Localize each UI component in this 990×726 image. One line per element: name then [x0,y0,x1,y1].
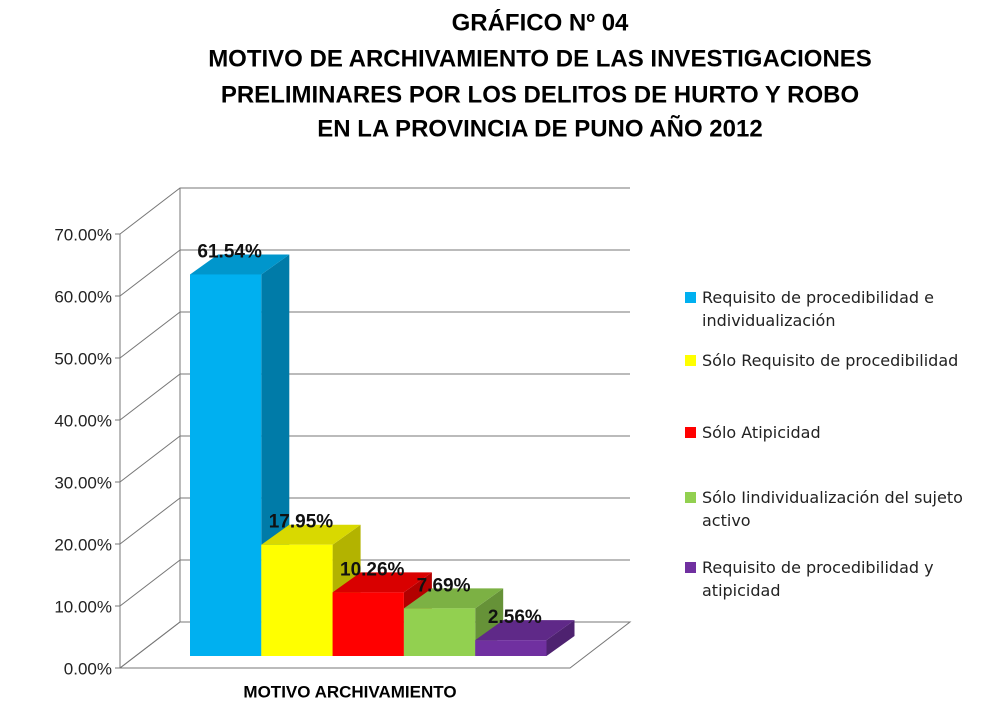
data-label: 17.95% [269,512,334,533]
chart-title: MOTIVO DE ARCHIVAMIENTO DE LAS INVESTIGA… [208,45,872,72]
chart-title: EN LA PROVINCIA DE PUNO AÑO 2012 [317,114,762,142]
legend-label: Requisito de procedibilidad e individual… [702,288,934,330]
grid-line [119,311,630,359]
data-label: 7.69% [417,575,471,596]
grid-line [119,497,630,545]
y-tick-label: 30.00% [54,473,112,492]
y-tick-label: 0.00% [64,659,112,678]
legend-swatch [685,562,696,573]
legend-item: Requisito de procedibilidad y atipicidad [685,556,985,602]
y-tick-label: 70.00% [54,225,112,244]
legend-item: Sólo Requisito de procedibilidad [685,349,985,372]
legend-item: Sólo Atipicidad [685,421,985,444]
data-label: 2.56% [488,607,542,628]
y-tick-label: 60.00% [54,287,112,306]
bar [190,274,262,656]
bar-top [475,620,575,641]
y-tick-label: 20.00% [54,535,112,554]
legend-item: Requisito de procedibilidad e individual… [685,286,985,332]
legend-label: Sólo Requisito de procedibilidad [702,351,959,370]
legend-swatch [685,292,696,303]
bar-top [332,572,432,593]
bar-side [546,620,575,656]
legend-swatch [685,355,696,366]
bar [332,592,404,656]
grid-line [119,373,630,421]
data-label: 61.54% [197,241,262,262]
legend-swatch [685,427,696,438]
grid-line [119,435,630,483]
grid-line [119,559,630,607]
y-tick-label: 10.00% [54,597,112,616]
legend-label: Requisito de procedibilidad y atipicidad [702,558,934,600]
data-label: 10.26% [340,559,405,580]
chart-title: PRELIMINARES POR LOS DELITOS DE HURTO Y … [221,81,859,108]
legend-label: Sólo Iindividualización del sujeto activ… [702,488,963,530]
bar [261,544,333,656]
legend-item: Sólo Iindividualización del sujeto activ… [685,486,985,532]
bar [475,640,547,656]
y-tick-label: 50.00% [54,349,112,368]
x-axis-label: MOTIVO ARCHIVAMIENTO [243,682,456,701]
bar [403,608,476,656]
legend-swatch [685,492,696,503]
bar-top [403,588,504,609]
grid-line [119,249,630,297]
grid-line [119,187,630,235]
bar-top [190,254,290,275]
chart-title: GRÁFICO Nº 04 [452,8,629,36]
legend-label: Sólo Atipicidad [702,423,821,442]
bar-top [261,524,361,545]
y-tick-label: 40.00% [54,411,112,430]
